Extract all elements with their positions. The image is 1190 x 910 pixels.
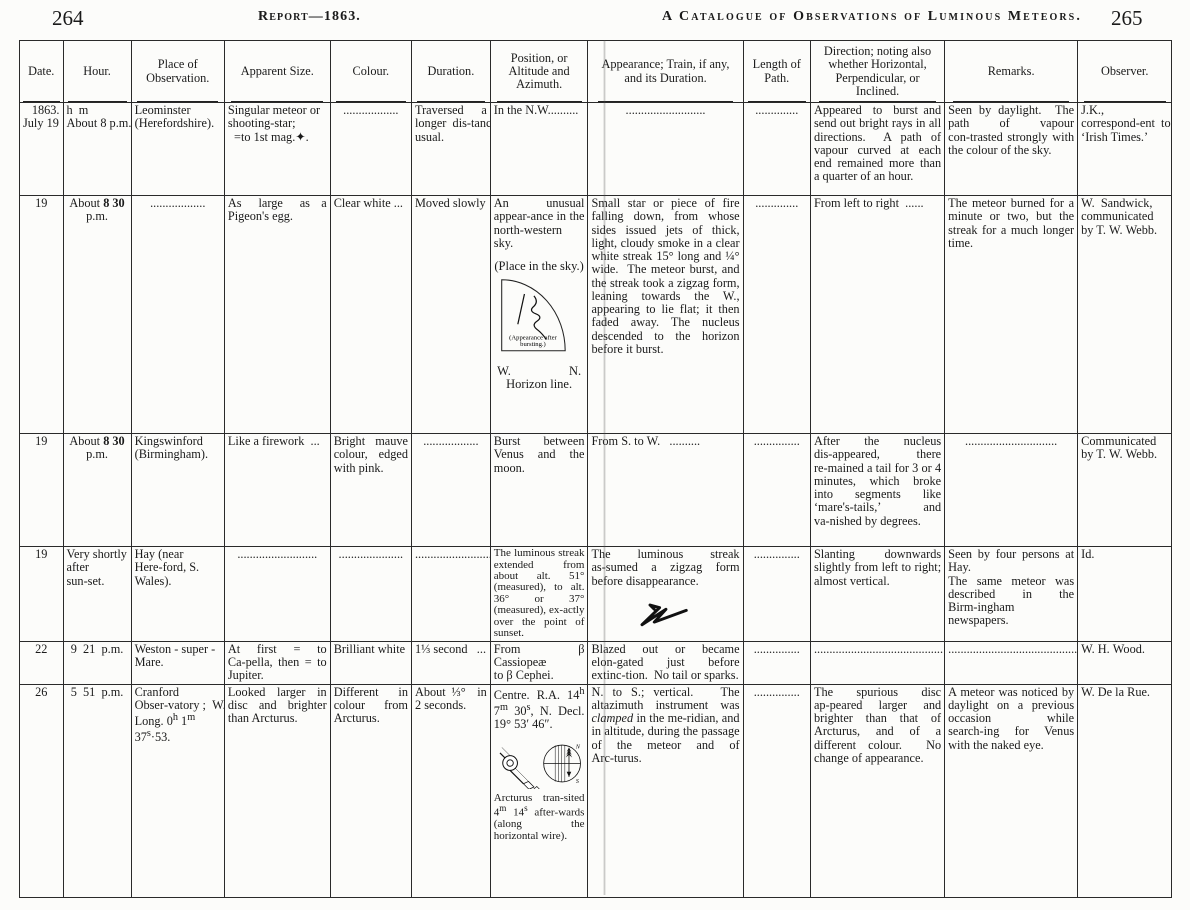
svg-text:bursting.): bursting.) (520, 341, 546, 348)
svg-text:N: N (575, 744, 581, 750)
svg-text:S: S (576, 778, 579, 784)
